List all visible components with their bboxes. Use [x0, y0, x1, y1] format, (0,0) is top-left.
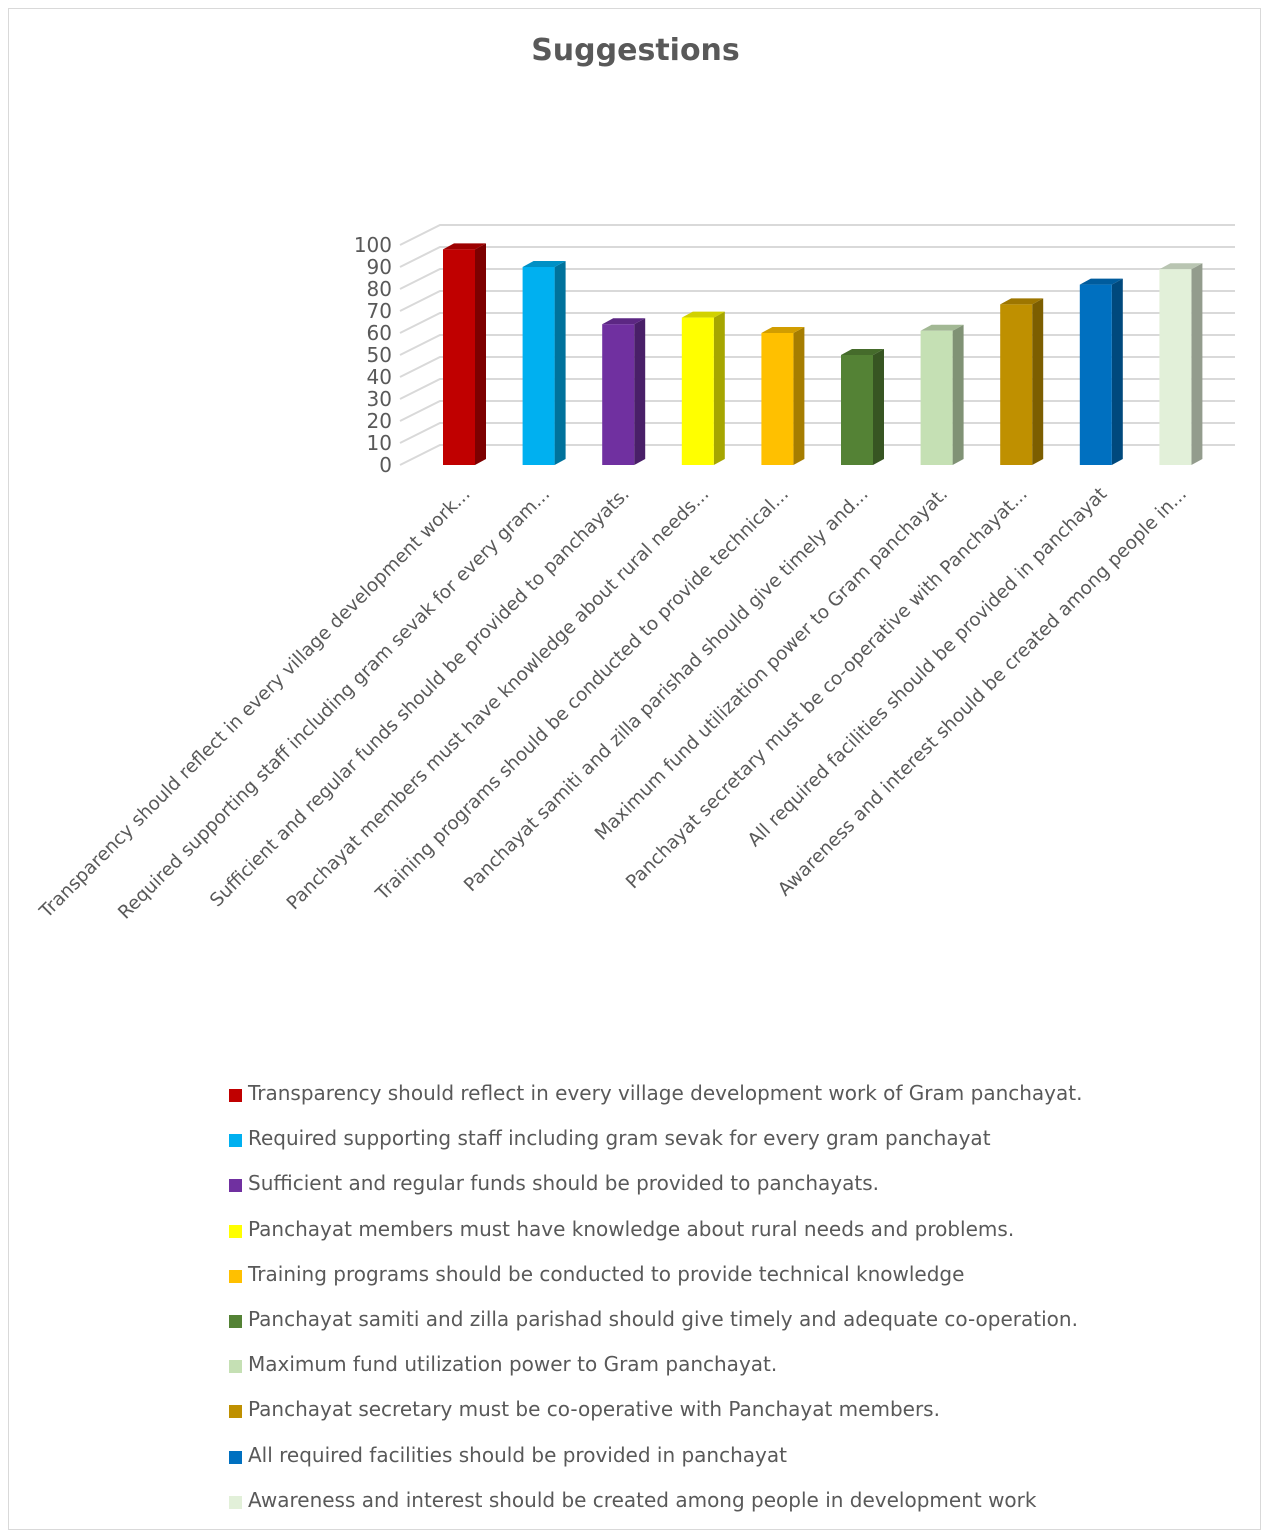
- gridline: [399, 400, 1235, 422]
- gridline: [399, 224, 1235, 246]
- bar-side: [952, 324, 964, 465]
- y-tick-label: 10: [367, 431, 392, 455]
- gridline: [399, 312, 1235, 334]
- legend-swatch: [229, 1450, 242, 1464]
- gridline: [399, 422, 1235, 444]
- bar-side: [634, 318, 646, 465]
- gridline: [399, 268, 1235, 290]
- bar-top: [1159, 263, 1203, 270]
- bar-side: [1032, 298, 1044, 465]
- bar-front: [1000, 304, 1033, 465]
- legend-swatch: [229, 1089, 242, 1102]
- legend-swatch: [229, 1360, 242, 1374]
- bar-front: [681, 317, 714, 465]
- bar-top: [522, 261, 566, 267]
- bar: [443, 243, 486, 465]
- legend-label: Panchayat secretary must be co-operative…: [248, 1397, 940, 1422]
- bar-front: [761, 333, 794, 465]
- legend-label: Maximum fund utilization power to Gram p…: [248, 1352, 778, 1377]
- bar: [522, 261, 566, 465]
- gridline: [399, 290, 1235, 312]
- y-tick-label: 80: [367, 277, 392, 301]
- legend-swatch: [229, 1269, 242, 1283]
- legend-swatch: [229, 1495, 242, 1509]
- legend-swatch: [229, 1224, 242, 1238]
- bar-top: [1000, 298, 1044, 305]
- bar-side: [793, 327, 805, 465]
- legend-label: Sufficient and regular funds should be p…: [248, 1171, 879, 1196]
- y-tick-label: 40: [367, 365, 392, 389]
- bar: [1079, 278, 1123, 465]
- gridline: [399, 378, 1235, 400]
- y-tick-label: 0: [379, 453, 392, 477]
- bar-front: [443, 249, 475, 465]
- bars: [443, 243, 1203, 465]
- bar-side: [873, 349, 884, 465]
- gridline: [399, 334, 1235, 356]
- y-tick-label: 60: [367, 321, 392, 345]
- bar-side: [1191, 263, 1203, 465]
- chart-area: [8, 8, 1261, 1530]
- bar: [920, 324, 964, 465]
- chart-title: Suggestions: [531, 33, 740, 68]
- bar-side: [554, 261, 566, 465]
- bar-top: [920, 324, 964, 331]
- y-tick-label: 100: [354, 233, 392, 257]
- legend-label: All required facilities should be provid…: [248, 1442, 787, 1467]
- y-tick-label: 70: [367, 299, 392, 323]
- y-tick-label: 20: [367, 409, 392, 433]
- bar-front: [522, 267, 555, 465]
- legend-label: Panchayat samiti and zilla parishad shou…: [248, 1306, 1078, 1331]
- bar: [1000, 298, 1044, 465]
- bar: [841, 349, 884, 465]
- bar-side: [713, 311, 725, 465]
- gridline: [399, 444, 1235, 466]
- bar-top: [681, 311, 725, 318]
- bar-side: [1111, 278, 1123, 465]
- y-tick-label: 30: [367, 387, 392, 411]
- gridline: [399, 356, 1235, 378]
- bar-front: [1159, 269, 1192, 465]
- y-tick-label: 90: [367, 255, 392, 279]
- legend-label: Awareness and interest should be created…: [248, 1487, 1037, 1512]
- bar: [1159, 263, 1203, 465]
- bar-side: [475, 243, 486, 465]
- bar-top: [841, 349, 884, 355]
- legend-label: Required supporting staff including gram…: [248, 1126, 991, 1151]
- bar-front: [1079, 284, 1112, 465]
- legend-swatch: [229, 1405, 242, 1419]
- bar-top: [443, 243, 486, 250]
- x-tick-label: All required facilities should be provid…: [744, 484, 1111, 851]
- x-axis: Transparency should reflect in every vil…: [35, 484, 1191, 924]
- gridlines: [399, 224, 1235, 466]
- gridline: [399, 246, 1235, 268]
- legend-swatch: [229, 1314, 242, 1328]
- bar-top: [1079, 278, 1123, 285]
- legend-label: Training programs should be conducted to…: [248, 1261, 965, 1286]
- bar-front: [841, 355, 873, 465]
- bar-top: [602, 318, 646, 325]
- bar: [761, 327, 805, 465]
- legend-label: Panchayat members must have knowledge ab…: [248, 1216, 1015, 1241]
- legend-swatch: [229, 1179, 242, 1193]
- bar: [602, 318, 646, 465]
- legend-label: Transparency should reflect in every vil…: [248, 1081, 1083, 1105]
- bar-top: [761, 327, 805, 333]
- bar: [681, 311, 725, 465]
- bar-front: [920, 330, 953, 465]
- bar-front: [602, 324, 635, 465]
- legend-swatch: [229, 1134, 242, 1148]
- y-tick-label: 50: [367, 343, 392, 367]
